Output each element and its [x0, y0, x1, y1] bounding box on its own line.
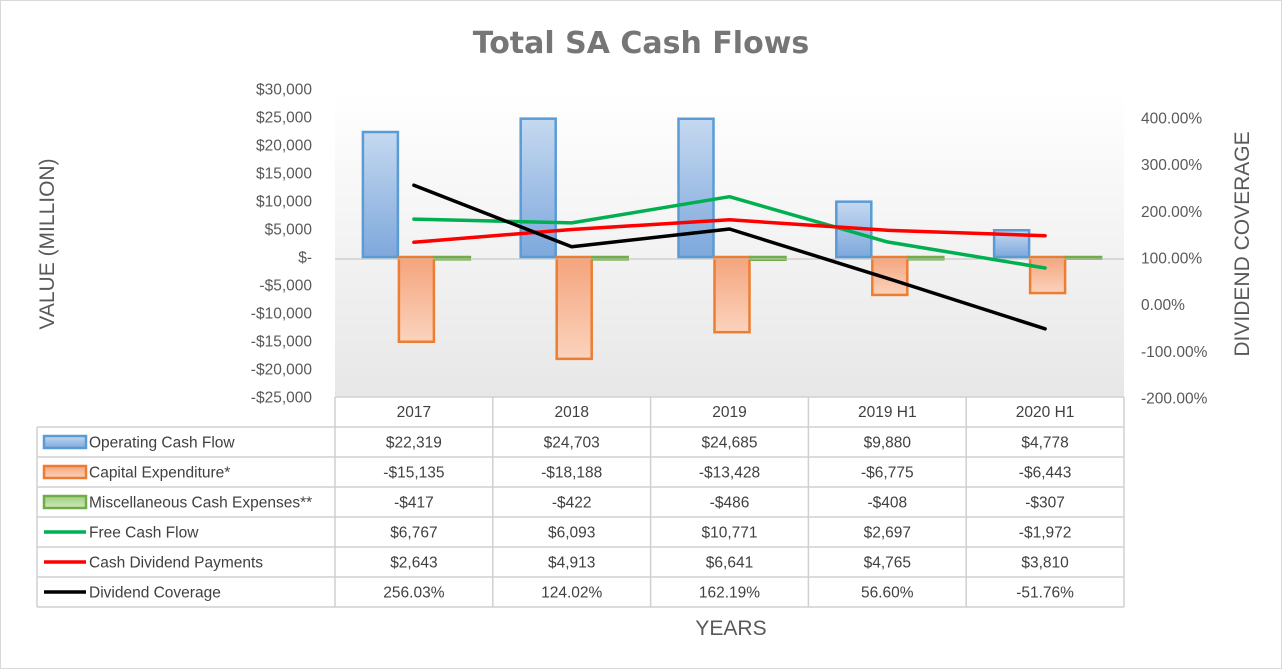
legend-label-capital-expenditure: Capital Expenditure* — [89, 465, 230, 482]
bar-operating-cash-flow-2 — [677, 117, 715, 259]
bar-operating-cash-flow-1 — [519, 117, 557, 259]
line-dividend-coverage — [412, 183, 1047, 331]
bar-capital-expenditure-4 — [1028, 255, 1067, 295]
y-axis-title: VALUE (MILLION) — [36, 158, 59, 329]
line-cash-dividend-payments — [412, 218, 1047, 244]
table-cell-cash-dividend-payments: $4,913 — [548, 555, 595, 572]
y-tick-label: $- — [298, 250, 312, 267]
line-free-cash-flow — [412, 194, 1047, 270]
table-cell-dividend-coverage: 124.02% — [541, 585, 602, 602]
table-cell-capital-expenditure: -$13,428 — [699, 465, 760, 482]
y2-axis-title: DIVIDEND COVERAGE — [1231, 131, 1254, 356]
y2-tick-label: 400.00% — [1141, 111, 1202, 128]
table-cell-capital-expenditure: -$15,135 — [383, 465, 444, 482]
bar-capital-expenditure-1 — [555, 255, 593, 361]
table-cell-free-cash-flow: $6,093 — [548, 525, 595, 542]
table-cell-operating-cash-flow: $22,319 — [386, 435, 442, 452]
x-category-label: 2020 H1 — [1016, 404, 1075, 421]
table-cell-miscellaneous-cash-expenses: -$408 — [867, 495, 907, 512]
bar-miscellaneous-cash-expenses-2 — [749, 255, 787, 261]
x-category-label: 2019 — [712, 404, 746, 421]
y2-tick-label: -100.00% — [1141, 344, 1208, 361]
table-cell-operating-cash-flow: $24,703 — [544, 435, 600, 452]
bar-miscellaneous-cash-expenses-4 — [1064, 255, 1103, 260]
y2-tick-label: 0.00% — [1141, 297, 1185, 314]
table-cell-miscellaneous-cash-expenses: -$307 — [1025, 495, 1065, 512]
legend-key-miscellaneous-cash-expenses — [42, 494, 88, 510]
y-tick-label: -$20,000 — [251, 362, 313, 379]
legend-label-free-cash-flow: Free Cash Flow — [89, 525, 199, 542]
y-tick-label: $30,000 — [256, 82, 312, 99]
y2-tick-label: 100.00% — [1141, 251, 1202, 268]
legend-key-capital-expenditure — [42, 464, 88, 480]
x-category-label: 2017 — [397, 404, 431, 421]
table-cell-operating-cash-flow: $9,880 — [864, 435, 912, 452]
table-cell-operating-cash-flow: $4,778 — [1021, 435, 1068, 452]
table-cell-dividend-coverage: 162.19% — [699, 585, 760, 602]
y-tick-label: -$5,000 — [259, 278, 312, 295]
table-cell-capital-expenditure: -$6,443 — [1019, 465, 1072, 482]
table-cell-dividend-coverage: -51.76% — [1016, 585, 1074, 602]
y-tick-label: $5,000 — [265, 222, 313, 239]
legend-key-operating-cash-flow — [42, 434, 88, 450]
table-cell-miscellaneous-cash-expenses: -$422 — [552, 495, 592, 512]
y2-tick-label: 300.00% — [1141, 157, 1202, 174]
table-cell-dividend-coverage: 256.03% — [383, 585, 444, 602]
y-tick-label: -$10,000 — [251, 306, 313, 323]
x-category-label: 2018 — [554, 404, 588, 421]
y-tick-label: $20,000 — [256, 138, 312, 155]
chart-title: Total SA Cash Flows — [473, 26, 810, 61]
table-cell-free-cash-flow: -$1,972 — [1019, 525, 1072, 542]
table-cell-free-cash-flow: $10,771 — [701, 525, 757, 542]
table-cell-cash-dividend-payments: $3,810 — [1021, 555, 1069, 572]
y-tick-label: -$25,000 — [251, 390, 313, 407]
legend-label-dividend-coverage: Dividend Coverage — [89, 585, 221, 602]
table-cell-cash-dividend-payments: $2,643 — [390, 555, 437, 572]
bar-capital-expenditure-0 — [397, 255, 436, 344]
y2-tick-label: -200.00% — [1141, 391, 1208, 408]
legend-label-miscellaneous-cash-expenses: Miscellaneous Cash Expenses** — [89, 495, 312, 512]
legend-label-operating-cash-flow: Operating Cash Flow — [89, 435, 235, 452]
bar-operating-cash-flow-0 — [361, 130, 400, 259]
table-cell-miscellaneous-cash-expenses: -$486 — [710, 495, 750, 512]
table-cell-capital-expenditure: -$18,188 — [541, 465, 602, 482]
plot-area — [335, 89, 1124, 397]
x-axis-title: YEARS — [695, 617, 766, 640]
y-tick-label: -$15,000 — [251, 334, 313, 351]
table-cell-cash-dividend-payments: $6,641 — [706, 555, 753, 572]
x-category-label: 2019 H1 — [858, 404, 917, 421]
table-cell-miscellaneous-cash-expenses: -$417 — [394, 495, 434, 512]
legend-label-cash-dividend-payments: Cash Dividend Payments — [89, 555, 263, 572]
table-cell-capital-expenditure: -$6,775 — [861, 465, 914, 482]
y-tick-label: $10,000 — [256, 194, 312, 211]
table-cell-free-cash-flow: $2,697 — [864, 525, 911, 542]
y-tick-label: $15,000 — [256, 166, 312, 183]
table-cell-dividend-coverage: 56.60% — [861, 585, 914, 602]
table-cell-cash-dividend-payments: $4,765 — [864, 555, 911, 572]
table-cell-operating-cash-flow: $24,685 — [701, 435, 757, 452]
y-tick-label: $25,000 — [256, 110, 312, 127]
table-cell-free-cash-flow: $6,767 — [390, 525, 437, 542]
y2-tick-label: 200.00% — [1141, 204, 1202, 221]
bar-capital-expenditure-2 — [713, 255, 751, 334]
